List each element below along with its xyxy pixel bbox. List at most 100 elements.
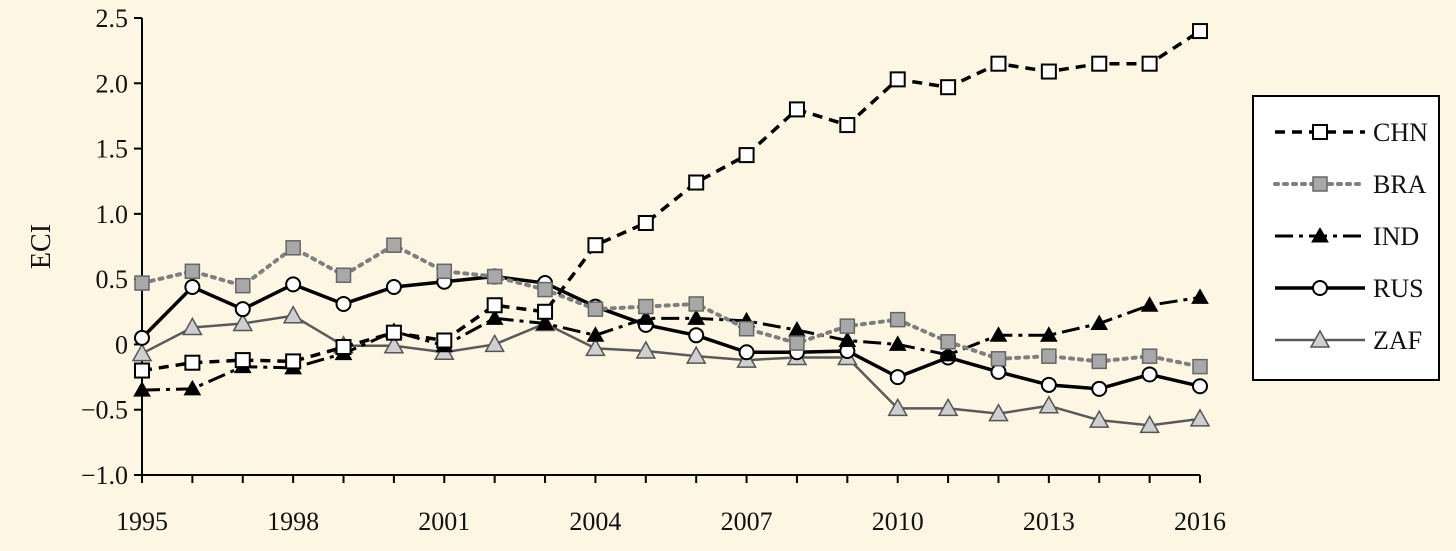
data-point-bra [184, 263, 201, 280]
data-point-bra [1141, 348, 1158, 364]
data-point-bra [134, 275, 150, 291]
data-point-chn [889, 71, 906, 88]
y-tick-label: 1.5 [96, 135, 129, 164]
data-point-zaf [232, 313, 254, 332]
data-point-zaf [131, 343, 153, 362]
data-point-rus [1040, 376, 1057, 393]
legend-swatch-marker [1312, 280, 1328, 296]
data-point-ind [133, 381, 151, 397]
x-tick-label: 2001 [418, 507, 470, 536]
legend: CHN BRA IND RUS ZAF [1252, 95, 1440, 381]
data-point-chn [688, 174, 705, 191]
data-point-bra [889, 311, 906, 328]
data-point-chn [285, 353, 302, 370]
data-point-chn [184, 354, 201, 371]
legend-swatch-marker [1312, 124, 1328, 140]
data-point-rus [688, 327, 705, 344]
data-point-chn [486, 297, 503, 314]
data-point-ind [1191, 288, 1209, 304]
x-ticks: 1995 1998 2001 2004 2007 2010 2013 2016 [116, 475, 1226, 536]
data-point-rus [184, 278, 201, 295]
data-point-chn [1040, 63, 1057, 80]
data-point-rus [738, 344, 755, 361]
data-point-ind [536, 314, 554, 331]
data-point-chn [436, 332, 453, 349]
legend-label: ZAF [1373, 326, 1422, 355]
data-point-ind [1090, 314, 1109, 331]
data-point-rus [1192, 378, 1208, 395]
data-point-chn [990, 55, 1007, 72]
data-point-zaf [685, 345, 707, 364]
data-point-zaf [887, 397, 908, 417]
data-point-bra [436, 263, 453, 280]
x-tick-label: 1998 [267, 507, 319, 536]
legend-swatch-marker [1311, 226, 1329, 243]
data-point-bra [285, 240, 301, 256]
x-tick-label: 2016 [1174, 507, 1226, 536]
legend-box [1252, 95, 1440, 381]
data-point-rus [1141, 366, 1158, 383]
legend-label: BRA [1373, 170, 1427, 199]
data-point-bra [638, 298, 654, 315]
data-point-bra [335, 267, 352, 283]
y-tick-label: 2.5 [96, 4, 129, 33]
data-point-zaf [484, 333, 505, 353]
data-point-rus [385, 278, 402, 295]
data-point-bra [839, 318, 856, 334]
legend-label: RUS [1373, 274, 1424, 303]
legend-item-ind: IND [1275, 222, 1419, 251]
data-point-ind [888, 335, 907, 351]
data-point-chn [385, 324, 402, 341]
y-tick-label: −1.0 [81, 461, 128, 490]
data-point-ind [485, 309, 504, 325]
series-line-bra [140, 243, 1202, 369]
data-point-zaf [585, 337, 606, 357]
data-point-bra [789, 335, 805, 351]
data-point-ind [687, 309, 706, 325]
data-point-rus [134, 329, 150, 346]
data-point-rus [1091, 380, 1108, 397]
data-point-bra [738, 321, 755, 337]
y-tick-label: −0.5 [81, 396, 128, 425]
data-point-zaf [988, 403, 1009, 422]
data-point-rus [285, 276, 302, 293]
series-line-ind [141, 295, 1201, 392]
data-point-rus [990, 363, 1007, 380]
data-point-zaf [383, 335, 405, 354]
data-point-chn [335, 339, 352, 356]
y-tick-label: 0.5 [96, 265, 129, 294]
legend-item-chn: CHN [1275, 118, 1428, 147]
y-tick-label: 1.0 [96, 200, 129, 229]
data-point-bra [688, 296, 704, 312]
data-point-ind [183, 379, 202, 396]
legend-item-bra: BRA [1273, 170, 1427, 199]
legend-label: CHN [1373, 118, 1428, 147]
data-point-ind [989, 326, 1008, 342]
data-point-zaf [1038, 395, 1060, 414]
y-axis-title: ECI [26, 224, 57, 269]
axes [141, 18, 1200, 476]
legend-swatch-marker [1312, 176, 1328, 192]
data-point-bra [1192, 358, 1208, 375]
data-point-ind [1140, 296, 1159, 312]
data-point-chn [587, 237, 604, 254]
data-point-bra [1041, 348, 1057, 364]
x-tick-label: 2004 [569, 507, 621, 536]
x-tick-label: 2013 [1023, 507, 1075, 536]
x-tick-label: 2010 [872, 507, 924, 536]
data-point-bra [990, 351, 1007, 367]
data-point-ind [586, 326, 605, 342]
data-point-rus [889, 369, 906, 386]
data-point-chn [940, 79, 957, 96]
series-line-chn [141, 29, 1201, 373]
data-point-chn [788, 101, 805, 118]
y-ticks: −1.0 −0.5 0 0.5 1.0 1.5 2.0 2.5 [81, 4, 142, 490]
data-point-bra [940, 334, 956, 350]
series-ind [133, 288, 1209, 397]
data-point-rus [335, 295, 352, 312]
data-point-zaf [1088, 409, 1110, 428]
data-point-ind [939, 345, 957, 362]
data-point-bra [1091, 353, 1107, 370]
series-line-zaf [141, 314, 1201, 427]
